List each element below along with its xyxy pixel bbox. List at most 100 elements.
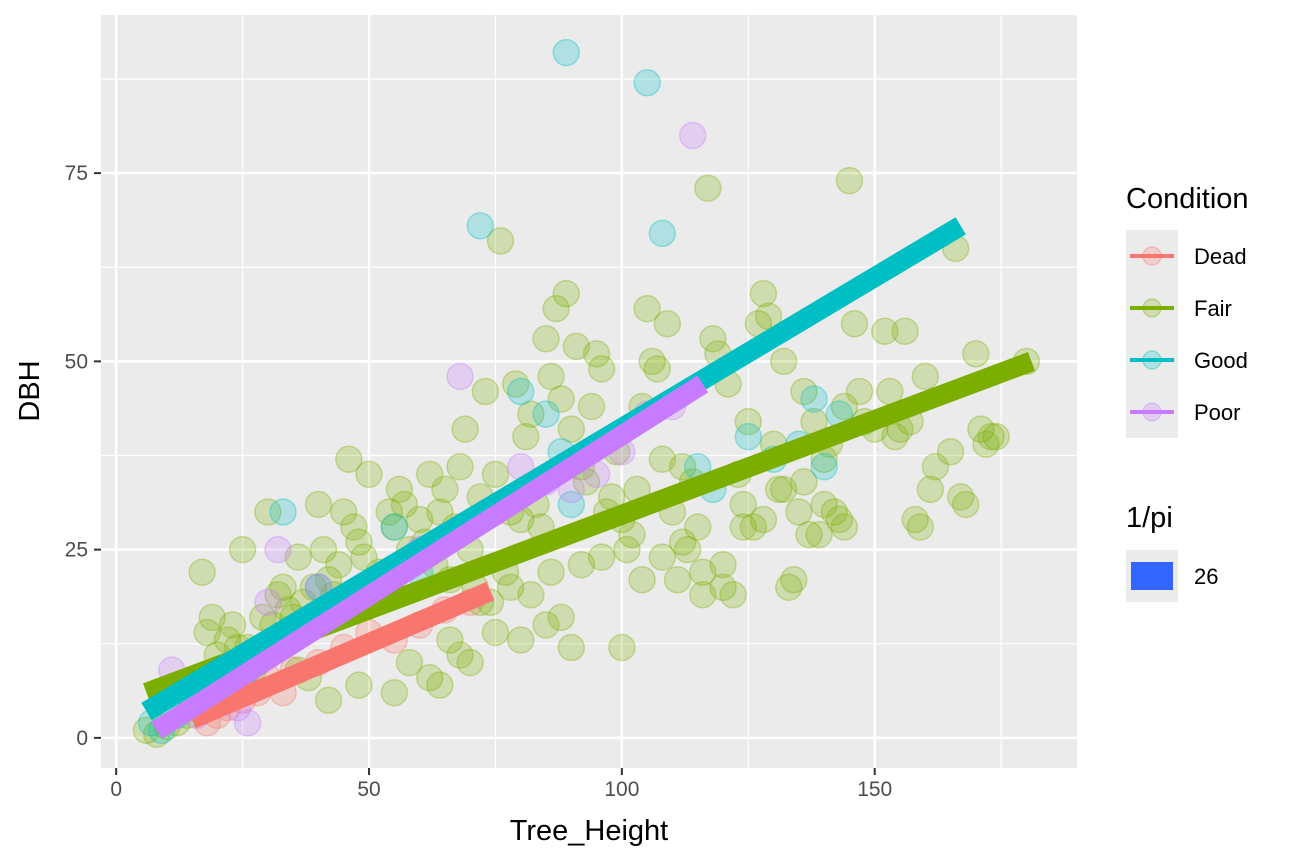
point-fair	[198, 603, 227, 632]
point-fair	[390, 490, 419, 519]
point-poor	[254, 588, 282, 617]
point-fair	[380, 678, 409, 707]
point-fair	[633, 294, 661, 323]
point-fair	[663, 566, 692, 594]
point-good	[269, 498, 297, 526]
point-fair	[871, 317, 899, 346]
point-fair	[345, 528, 373, 556]
legend-size-title: 1/pi	[1126, 502, 1173, 534]
x-tick-label: 150	[857, 778, 892, 801]
point-fair	[628, 566, 656, 594]
point-fair	[582, 340, 611, 368]
point-fair	[471, 377, 500, 406]
y-tick-label: 75	[65, 162, 88, 185]
point-fair	[916, 475, 945, 504]
point-fair	[825, 505, 854, 534]
point-fair	[587, 543, 616, 571]
point-fair	[683, 513, 712, 541]
point-fair	[967, 415, 995, 443]
y-axis: 0 25 50 75	[65, 162, 101, 750]
point-good	[506, 377, 535, 406]
point-fair	[739, 513, 768, 541]
point-fair	[552, 279, 580, 308]
point-fair	[304, 490, 333, 519]
point-fair	[547, 603, 575, 632]
point-fair	[977, 422, 1005, 451]
point-fair	[517, 400, 545, 428]
legend-size-label: 26	[1194, 564, 1218, 589]
point-fair	[769, 347, 798, 376]
point-fair	[481, 618, 510, 647]
point-fair	[415, 663, 444, 692]
point-good	[532, 400, 560, 428]
y-tick-label: 0	[76, 727, 88, 750]
point-fair	[557, 415, 586, 443]
point-poor	[264, 535, 292, 564]
point-fair	[648, 543, 677, 571]
point-fair	[451, 415, 479, 443]
point-fair	[845, 377, 874, 406]
trend-lines	[141, 217, 1035, 739]
point-fair	[284, 543, 312, 571]
point-fair	[936, 437, 965, 466]
point-fair	[405, 505, 434, 534]
trend-line-poor	[151, 375, 709, 739]
point-fair	[532, 611, 560, 639]
point-fair	[729, 513, 757, 541]
point-fair	[608, 633, 636, 662]
point-fair	[643, 355, 672, 383]
point-fair	[395, 648, 424, 677]
point-fair	[951, 490, 980, 519]
point-fair	[385, 475, 414, 504]
point-fair	[567, 550, 596, 579]
point-good	[380, 513, 409, 541]
point-fair	[517, 581, 545, 609]
point-good	[552, 38, 580, 67]
point-fair	[188, 558, 216, 586]
point-fair	[587, 355, 616, 383]
point-fair	[446, 641, 474, 669]
point-fair	[901, 505, 929, 534]
y-axis-title: DBH	[14, 360, 46, 421]
point-fair	[946, 483, 975, 511]
point-fair	[972, 430, 1000, 458]
point-fair	[673, 535, 702, 564]
point-fair	[299, 573, 328, 602]
point-fair	[193, 618, 221, 647]
point-fair	[431, 475, 459, 504]
point-fair	[830, 513, 859, 541]
point-fair	[709, 550, 737, 579]
point-fair	[456, 648, 484, 677]
point-fair	[749, 505, 778, 534]
point-good	[466, 212, 495, 240]
point-poor	[446, 362, 474, 391]
x-axis-title: Tree_Height	[510, 815, 669, 847]
point-fair	[577, 392, 606, 421]
point-fair	[537, 558, 565, 586]
point-fair	[906, 513, 934, 541]
point-fair	[835, 166, 864, 195]
point-fair	[501, 370, 530, 398]
point-fair	[921, 453, 950, 481]
point-fair	[486, 227, 515, 255]
point-fair	[840, 309, 869, 338]
point-fair	[962, 340, 990, 368]
point-fair	[218, 611, 247, 639]
point-fair	[911, 362, 940, 391]
point-good	[633, 69, 661, 97]
point-fair	[668, 528, 697, 556]
point-fair	[769, 475, 798, 504]
point-fair	[426, 671, 454, 699]
point-fair	[982, 422, 1010, 451]
point-fair	[446, 453, 474, 481]
x-tick-label: 50	[357, 778, 380, 801]
point-fair	[350, 543, 378, 571]
legend-condition-title: Condition	[1126, 183, 1249, 215]
point-good	[800, 385, 828, 413]
point-fair	[506, 626, 535, 654]
y-tick-label: 25	[65, 539, 88, 562]
point-fair	[415, 460, 444, 489]
point-fair	[512, 422, 540, 451]
point-fair	[340, 513, 368, 541]
